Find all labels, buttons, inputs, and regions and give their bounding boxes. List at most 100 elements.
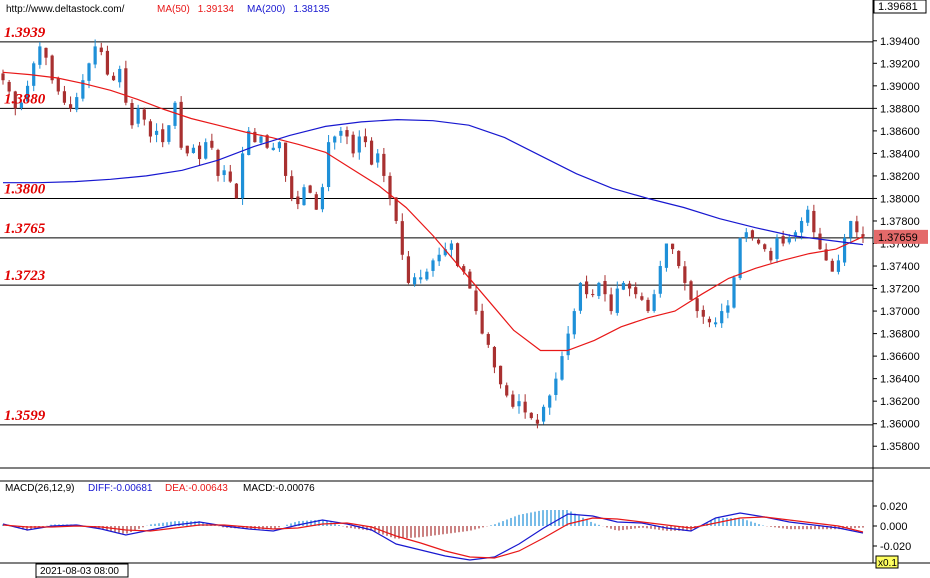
candle-body bbox=[99, 47, 103, 53]
candle-body bbox=[118, 68, 122, 83]
candle bbox=[326, 135, 331, 192]
candle bbox=[861, 226, 865, 244]
candle-body bbox=[566, 333, 570, 356]
candle bbox=[283, 142, 288, 182]
zoom-badge[interactable] bbox=[875, 555, 899, 569]
candle bbox=[541, 404, 546, 425]
candle-body bbox=[603, 281, 607, 295]
candle bbox=[732, 275, 736, 309]
candle-body bbox=[124, 68, 128, 103]
macd-layer bbox=[2, 510, 864, 561]
candle bbox=[799, 217, 804, 240]
candle-body bbox=[799, 220, 804, 233]
price-tick-label: 1.38800 bbox=[880, 103, 920, 115]
candle-body bbox=[744, 232, 748, 238]
zoom-label: x0.1 bbox=[878, 558, 897, 569]
ma50-legend: MA(50) 1.39134 bbox=[157, 4, 234, 15]
candle bbox=[351, 131, 355, 158]
candle bbox=[136, 104, 140, 128]
candle-body bbox=[369, 140, 374, 165]
candle bbox=[56, 76, 60, 95]
candle-body bbox=[818, 233, 822, 250]
candle-body bbox=[548, 395, 552, 408]
candle-body bbox=[677, 250, 681, 267]
level-label: 1.3939 bbox=[4, 25, 46, 41]
candle-body bbox=[842, 237, 847, 263]
candle-body bbox=[664, 243, 669, 268]
candle bbox=[572, 308, 576, 339]
candle bbox=[148, 119, 153, 143]
macd-value-label: MACD:-0.00076 bbox=[243, 483, 315, 494]
current-price-label: 1.37659 bbox=[878, 232, 918, 244]
candle-body bbox=[861, 234, 865, 237]
moving-averages-layer bbox=[2, 71, 864, 352]
candle bbox=[726, 300, 730, 319]
date-box bbox=[35, 563, 129, 578]
candle bbox=[658, 260, 662, 298]
candle-body bbox=[185, 145, 189, 154]
candle bbox=[271, 142, 275, 151]
candle-body bbox=[492, 346, 497, 368]
candle-body bbox=[836, 260, 841, 272]
price-tick-label: 1.38200 bbox=[880, 171, 920, 183]
candle bbox=[535, 414, 540, 429]
candle bbox=[609, 287, 613, 315]
candle-body bbox=[357, 136, 361, 153]
candle-body bbox=[781, 236, 785, 244]
candle bbox=[406, 250, 411, 285]
candles-layer bbox=[1, 39, 865, 429]
macd-tick-label: 0.000 bbox=[880, 521, 908, 533]
candle-body bbox=[296, 196, 300, 205]
macd-dea-label: DEA:-0.00643 bbox=[165, 483, 228, 494]
candle bbox=[339, 126, 343, 143]
candle bbox=[677, 250, 681, 269]
candle-body bbox=[167, 125, 171, 142]
ma200-line bbox=[3, 118, 864, 246]
price-tick-label: 1.38000 bbox=[880, 193, 920, 205]
candle-body bbox=[830, 260, 834, 272]
candle bbox=[87, 62, 91, 89]
ma200-label: MA(200) bbox=[247, 4, 285, 15]
candle-body bbox=[627, 283, 632, 289]
candle-body bbox=[652, 294, 656, 311]
price-tick-label: 1.37800 bbox=[880, 216, 920, 228]
candle bbox=[93, 39, 97, 69]
candle bbox=[7, 80, 11, 95]
candle bbox=[419, 269, 423, 284]
current-price-box bbox=[874, 229, 928, 244]
candle bbox=[560, 351, 564, 381]
ma50-label: MA(50) bbox=[157, 4, 190, 15]
candle-body bbox=[769, 250, 773, 261]
candle bbox=[554, 372, 558, 401]
price-tick-label: 1.38600 bbox=[880, 126, 920, 138]
candle bbox=[505, 382, 509, 398]
level-label: 1.3800 bbox=[4, 181, 46, 197]
chart-header: http://www.deltastock.com/ MA(50) 1.39134… bbox=[6, 4, 330, 15]
candle-body bbox=[615, 288, 619, 313]
macd-dea-line bbox=[2, 516, 864, 559]
candle-body bbox=[68, 104, 73, 109]
candle-body bbox=[44, 47, 48, 58]
candle bbox=[154, 123, 159, 143]
candle-body bbox=[290, 176, 294, 199]
candle bbox=[511, 390, 515, 409]
candle bbox=[191, 144, 196, 154]
candle bbox=[44, 47, 48, 66]
candle bbox=[253, 128, 257, 143]
source-url[interactable]: http://www.deltastock.com/ bbox=[6, 4, 125, 15]
candle-body bbox=[480, 310, 484, 334]
candle-body bbox=[695, 298, 699, 312]
candle-body bbox=[1, 73, 5, 81]
candle bbox=[855, 215, 859, 239]
candle-body bbox=[142, 109, 146, 120]
candle-body bbox=[787, 237, 791, 243]
candle-body bbox=[732, 277, 736, 308]
price-tick-label: 1.36000 bbox=[880, 419, 920, 431]
candle bbox=[388, 172, 392, 206]
candle-body bbox=[259, 136, 263, 143]
candle bbox=[437, 247, 441, 266]
candle-body bbox=[560, 356, 564, 380]
candle bbox=[763, 243, 767, 252]
candle bbox=[806, 205, 810, 227]
